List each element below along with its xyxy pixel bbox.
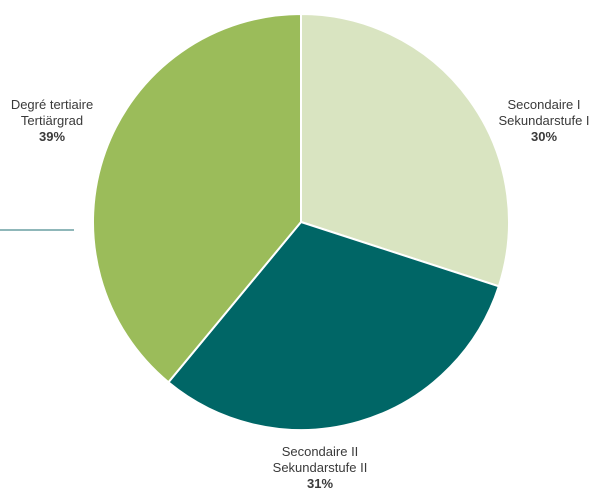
slice-label-secondaire-2: Secondaire II Sekundarstufe II 31% bbox=[255, 444, 385, 492]
slice-label-fr: Degré tertiaire bbox=[10, 97, 94, 112]
slice-label-fr: Secondaire II bbox=[281, 444, 359, 459]
slice-value-label: 39% bbox=[38, 129, 66, 144]
slice-label-fr: Secondaire I bbox=[507, 97, 581, 112]
pie-slice-1 bbox=[167, 220, 501, 431]
slice-label-secondaire-1: Secondaire I Sekundarstufe I 30% bbox=[490, 97, 598, 145]
slice-label-tertiaire: Degré tertiaire Tertiärgrad 39% bbox=[4, 97, 100, 145]
pie-slices bbox=[92, 12, 510, 431]
slice-value-label: 31% bbox=[306, 476, 334, 491]
slice-value-label: 30% bbox=[530, 129, 558, 144]
slice-label-de: Sekundarstufe II bbox=[272, 460, 368, 475]
slice-label-de: Sekundarstufe I bbox=[498, 113, 590, 128]
pie-slice-0 bbox=[300, 12, 510, 288]
slice-label-de: Tertiärgrad bbox=[20, 113, 84, 128]
pie-slice-2 bbox=[92, 12, 302, 384]
